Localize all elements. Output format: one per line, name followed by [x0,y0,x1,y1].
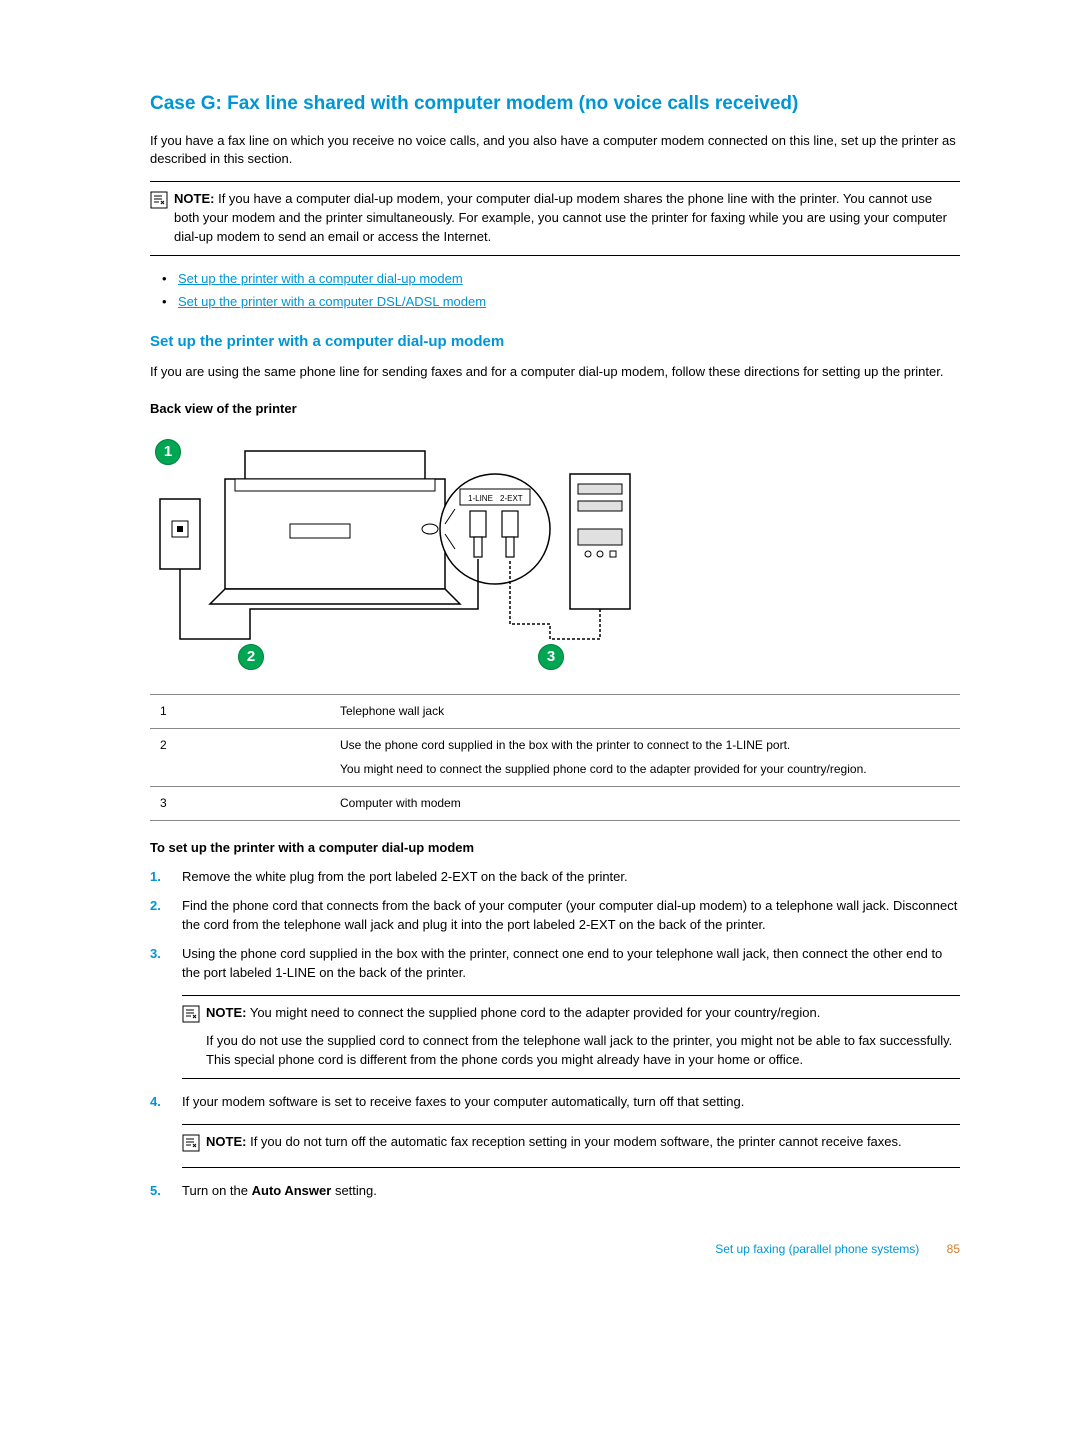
page-footer: Set up faxing (parallel phone systems) 8… [150,1241,960,1258]
note-text-2: If you do not use the supplied cord to c… [206,1032,960,1070]
note-text: If you have a computer dial-up modem, yo… [174,191,947,244]
step4-note: NOTE: If you do not turn off the automat… [182,1124,960,1168]
note-icon [182,1134,200,1159]
callout-3: 3 [538,644,564,670]
callout-2: 2 [238,644,264,670]
step-3: Using the phone cord supplied in the box… [150,945,960,1079]
section-intro: If you are using the same phone line for… [150,363,960,382]
step-4: If your modem software is set to receive… [150,1093,960,1168]
callout-1: 1 [155,439,181,465]
parts-table: 1Telephone wall jack2Use the phone cord … [150,694,960,822]
note-label: NOTE: [206,1005,246,1020]
svg-text:2-EXT: 2-EXT [500,494,523,503]
table-row: 2Use the phone cord supplied in the box … [150,729,960,787]
steps-list: Remove the white plug from the port labe… [150,868,960,1201]
note-label: NOTE: [174,191,214,206]
link-dialup[interactable]: Set up the printer with a computer dial-… [178,271,463,286]
table-row: 1Telephone wall jack [150,694,960,728]
page-title: Case G: Fax line shared with computer mo… [150,90,960,118]
step-2: Find the phone cord that connects from t… [150,897,960,935]
note-block-1: NOTE: If you have a computer dial-up mod… [150,181,960,256]
note-label: NOTE: [206,1134,246,1149]
section-heading: Set up the printer with a computer dial-… [150,331,960,353]
printer-diagram: 1-LINE 2-EXT 1 2 3 [150,429,640,674]
step3-note: NOTE: You might need to connect the supp… [182,995,960,1080]
step-1: Remove the white plug from the port labe… [150,868,960,887]
note-icon [150,191,168,216]
footer-section: Set up faxing (parallel phone systems) [715,1242,919,1256]
diagram-label: Back view of the printer [150,400,960,419]
link-list: Set up the printer with a computer dial-… [162,270,960,312]
note-text: You might need to connect the supplied p… [250,1005,820,1020]
steps-title: To set up the printer with a computer di… [150,839,960,858]
svg-text:1-LINE: 1-LINE [468,494,493,503]
footer-page: 85 [947,1242,960,1256]
step-5: Turn on the Auto Answer setting. [150,1182,960,1201]
table-row: 3Computer with modem [150,787,960,821]
note-text: If you do not turn off the automatic fax… [250,1134,902,1149]
link-dsladsl[interactable]: Set up the printer with a computer DSL/A… [178,294,486,309]
note-icon [182,1005,200,1030]
intro-paragraph: If you have a fax line on which you rece… [150,132,960,170]
